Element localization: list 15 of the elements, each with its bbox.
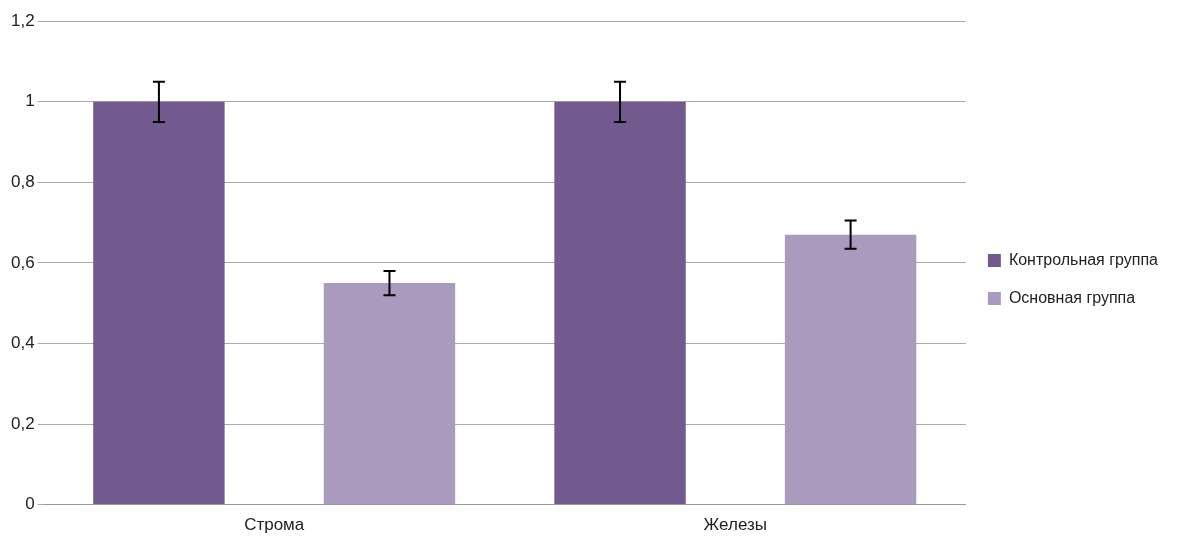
y-tick-label: 1 [25, 91, 35, 111]
y-tick-label: 0 [25, 494, 35, 514]
y-tick-label: 0,6 [10, 252, 35, 272]
bar [554, 101, 686, 505]
legend-label: Основная группа [1008, 288, 1136, 306]
bar [323, 283, 456, 505]
y-tick-label: 0,4 [10, 333, 35, 353]
bar [93, 101, 225, 505]
y-tick-label: 1,2 [10, 10, 35, 30]
y-tick-label: 0,8 [10, 172, 35, 192]
legend-label: Контрольная группа [1008, 250, 1159, 268]
y-tick-label: 0,2 [10, 413, 35, 433]
x-tick-label: Строма [244, 515, 305, 535]
bar [784, 234, 917, 505]
x-tick-label: Железы [703, 515, 768, 535]
